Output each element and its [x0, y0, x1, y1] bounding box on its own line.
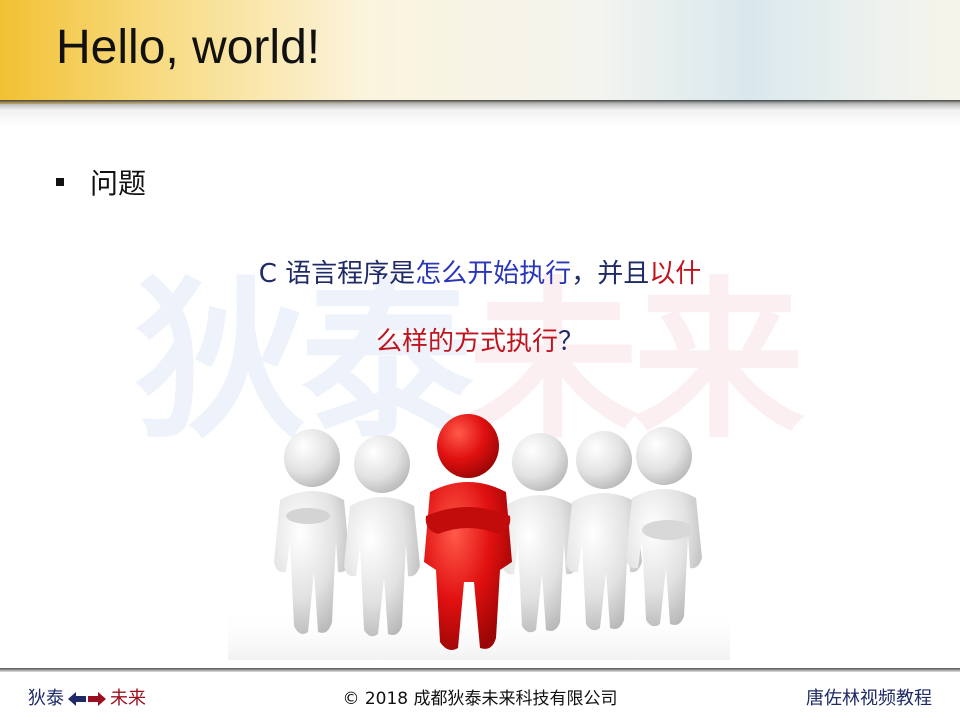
- white-figure: [626, 427, 702, 627]
- footer-course-label: 唐佐林视频教程: [806, 688, 932, 709]
- question-segment: 怎么开始执行: [415, 259, 572, 289]
- question-segment: 以什: [649, 259, 702, 289]
- white-figure: [502, 433, 578, 633]
- white-figure: [344, 435, 420, 637]
- footer-copyright: © 2018 成都狄泰未来科技有限公司: [342, 689, 618, 709]
- question-segment: C: [258, 259, 286, 289]
- bullet-text: 问题: [90, 167, 147, 200]
- footer-brand: 狄泰 未来: [28, 686, 146, 712]
- bullet-square-icon: [56, 178, 64, 186]
- question-line-2: 么样的方式执行？: [0, 322, 960, 362]
- question-segment: 么样的方式执行: [375, 327, 558, 357]
- footer-brand-part-2: 未来: [110, 688, 146, 709]
- header-band: [0, 0, 960, 104]
- people-figures-icon: [228, 414, 730, 660]
- header-divider: [0, 100, 960, 126]
- red-leader-figure: [424, 414, 512, 650]
- white-figure: [566, 431, 642, 631]
- footer-brand-part-1: 狄泰: [28, 688, 64, 709]
- question-segment: ，并且: [571, 259, 650, 289]
- question-segment: 语言程序是: [285, 259, 416, 289]
- bullet-item: 问题: [56, 160, 146, 204]
- question-segment: ？: [558, 327, 585, 357]
- question-line-1: C 语言程序是怎么开始执行，并且以什: [0, 254, 960, 294]
- slide-title: Hello, world!: [56, 21, 321, 74]
- footer-divider: [0, 668, 960, 672]
- double-arrow-icon: [68, 692, 106, 706]
- white-figure: [274, 429, 350, 634]
